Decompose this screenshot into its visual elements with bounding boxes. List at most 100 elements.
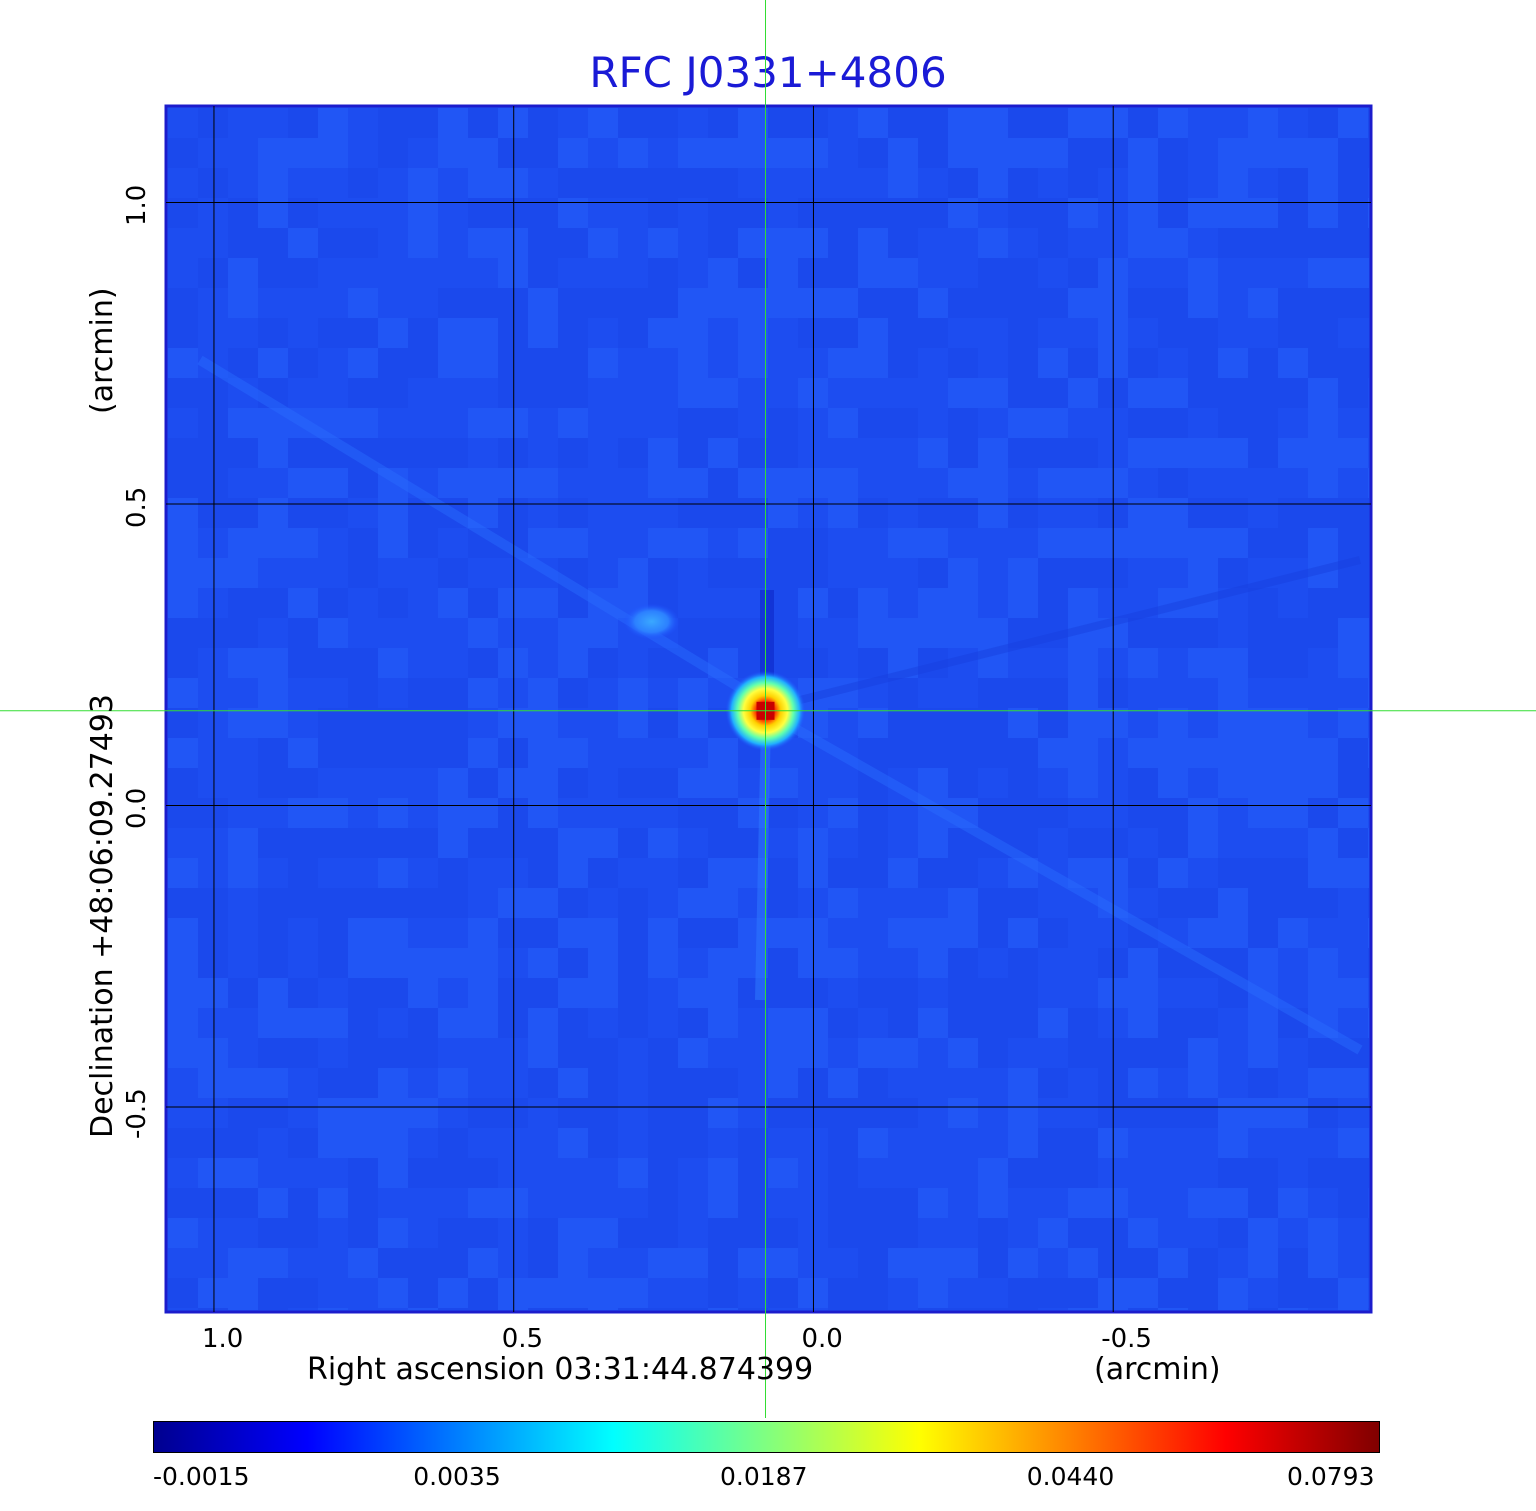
noise-cell [1218, 1068, 1248, 1098]
noise-cell [648, 438, 678, 468]
noise-cell [408, 858, 438, 888]
noise-cell [858, 888, 888, 918]
noise-cell [528, 678, 558, 708]
noise-cell [348, 1218, 378, 1248]
noise-cell [648, 288, 678, 318]
noise-cell [408, 1068, 438, 1098]
noise-cell [648, 138, 678, 168]
noise-cell [498, 1128, 528, 1158]
noise-cell [528, 618, 558, 648]
noise-cell [1038, 768, 1068, 798]
noise-cell [1218, 108, 1248, 138]
noise-cell [708, 1278, 738, 1308]
noise-cell [768, 468, 798, 498]
noise-cell [588, 468, 618, 498]
noise-cell [888, 888, 918, 918]
noise-cell [1308, 1098, 1338, 1128]
noise-cell [438, 558, 468, 588]
noise-cell [1068, 318, 1098, 348]
noise-cell [1308, 1068, 1338, 1098]
noise-cell [738, 1098, 768, 1128]
noise-cell [198, 258, 228, 288]
noise-cell [678, 288, 708, 318]
noise-cell [678, 1068, 708, 1098]
noise-cell [618, 198, 648, 228]
noise-cell [1368, 1158, 1369, 1188]
noise-cell [858, 978, 888, 1008]
noise-cell [858, 1038, 888, 1068]
noise-cell [1308, 828, 1338, 858]
noise-cell [1188, 948, 1218, 978]
noise-cell [1278, 1038, 1308, 1068]
noise-cell [1278, 258, 1308, 288]
noise-cell [1068, 1128, 1098, 1158]
noise-cell [708, 1068, 738, 1098]
noise-cell [438, 1098, 468, 1128]
noise-cell [288, 858, 318, 888]
noise-cell [1368, 768, 1369, 798]
noise-cell [588, 528, 618, 558]
noise-cell [1248, 1128, 1278, 1158]
noise-cell [738, 1188, 768, 1218]
noise-cell [1128, 1038, 1158, 1068]
noise-cell [1068, 1188, 1098, 1218]
noise-cell [1188, 1278, 1218, 1308]
noise-cell [1008, 288, 1038, 318]
noise-cell [858, 918, 888, 948]
noise-cell [558, 498, 588, 528]
noise-cell [768, 1308, 798, 1310]
noise-cell [558, 678, 588, 708]
noise-cell [198, 798, 228, 828]
noise-cell [1188, 708, 1218, 738]
noise-cell [738, 528, 768, 558]
noise-cell [468, 588, 498, 618]
noise-cell [1068, 498, 1098, 528]
noise-cell [1218, 1128, 1248, 1158]
noise-cell [258, 168, 288, 198]
noise-cell [528, 228, 558, 258]
noise-cell [1278, 498, 1308, 528]
noise-cell [438, 228, 468, 258]
noise-cell [348, 138, 378, 168]
noise-cell [438, 348, 468, 378]
noise-cell [888, 858, 918, 888]
noise-cell [408, 138, 438, 168]
noise-cell [198, 1308, 228, 1310]
noise-cell [378, 1278, 408, 1308]
noise-cell [408, 318, 438, 348]
noise-cell [1338, 1038, 1368, 1068]
noise-cell [918, 618, 948, 648]
noise-cell [558, 798, 588, 828]
noise-cell [1008, 708, 1038, 738]
noise-cell [378, 1158, 408, 1188]
noise-cell [378, 348, 408, 378]
noise-cell [1128, 258, 1158, 288]
sidelobe-streak [755, 719, 771, 1001]
noise-cell [378, 648, 408, 678]
noise-cell [348, 678, 378, 708]
noise-cell [1188, 1008, 1218, 1038]
noise-cell [1188, 1308, 1218, 1310]
noise-cell [1248, 618, 1278, 648]
noise-cell [1338, 528, 1368, 558]
noise-cell [228, 618, 258, 648]
noise-cell [1188, 438, 1218, 468]
noise-cell [1008, 738, 1038, 768]
noise-cell [1338, 408, 1368, 438]
noise-cell [888, 318, 918, 348]
noise-cell [1128, 408, 1158, 438]
noise-cell [1338, 1218, 1368, 1248]
noise-cell [1338, 1308, 1368, 1310]
noise-cell [1248, 588, 1278, 618]
noise-cell [198, 858, 228, 888]
noise-cell [228, 708, 258, 738]
noise-cell [1218, 768, 1248, 798]
noise-cell [288, 318, 318, 348]
noise-cell [828, 318, 858, 348]
noise-cell [1248, 978, 1278, 1008]
noise-cell [1008, 1008, 1038, 1038]
noise-cell [198, 228, 228, 258]
noise-cell [528, 588, 558, 618]
noise-cell [948, 768, 978, 798]
noise-cell [1038, 588, 1068, 618]
